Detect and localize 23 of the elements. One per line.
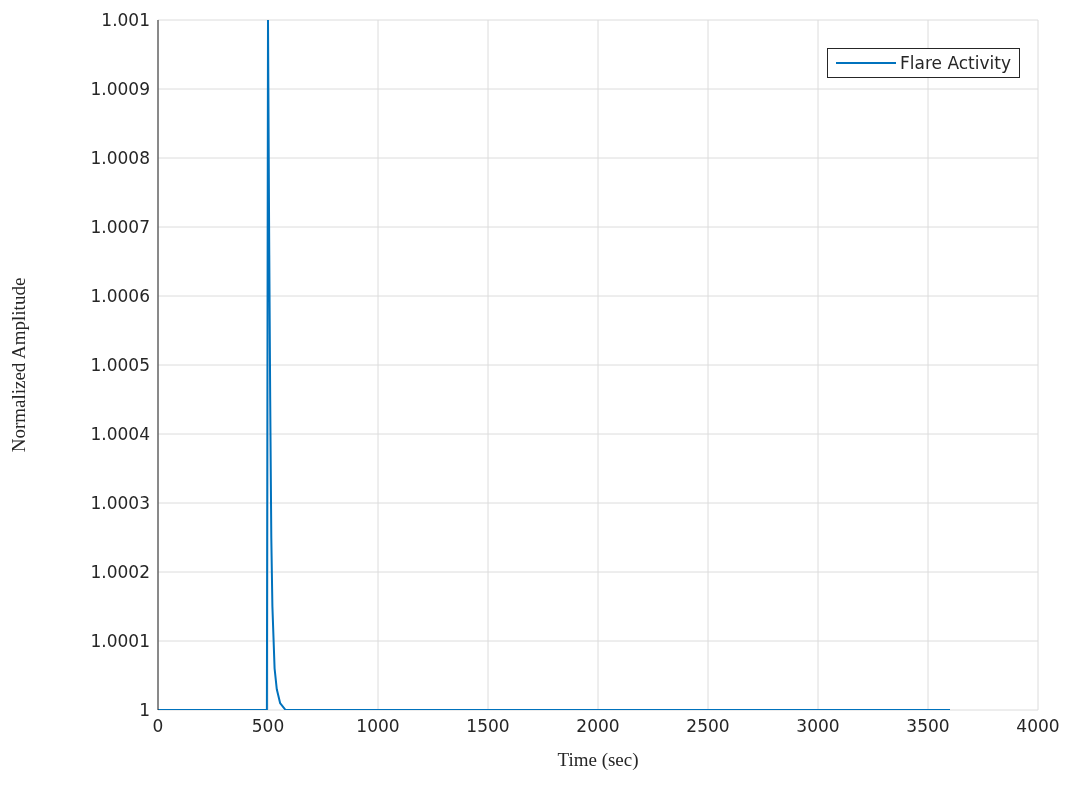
x-tick-label: 0	[152, 716, 164, 737]
y-tick-label: 1.0009	[90, 79, 150, 100]
x-tick-label: 1500	[466, 716, 510, 737]
y-tick-label: 1.0003	[90, 493, 150, 514]
y-tick-label: 1.0005	[90, 355, 150, 376]
y-tick-label: 1.0008	[90, 148, 150, 169]
y-axis-title: Normalized Amplitude	[7, 277, 29, 453]
x-axis-title: Time (sec)	[557, 749, 639, 771]
x-tick-label: 4000	[1016, 716, 1060, 737]
x-tick-label: 3500	[906, 716, 950, 737]
x-tick-label: 2500	[686, 716, 730, 737]
y-tick-label: 1	[139, 700, 150, 721]
y-tick-label: 1.0004	[90, 424, 150, 445]
x-tick-label: 2000	[576, 716, 620, 737]
x-tick-label: 3000	[796, 716, 840, 737]
x-tick-label: 500	[251, 716, 285, 737]
y-tick-label: 1.0006	[90, 286, 150, 307]
y-tick-label: 1.001	[101, 10, 150, 31]
y-tick-label: 1.0007	[90, 217, 150, 238]
x-tick-label: 1000	[356, 716, 400, 737]
legend-label: Flare Activity	[900, 53, 1011, 73]
y-tick-label: 1.0001	[90, 631, 150, 652]
y-tick-label: 1.0002	[90, 562, 150, 583]
